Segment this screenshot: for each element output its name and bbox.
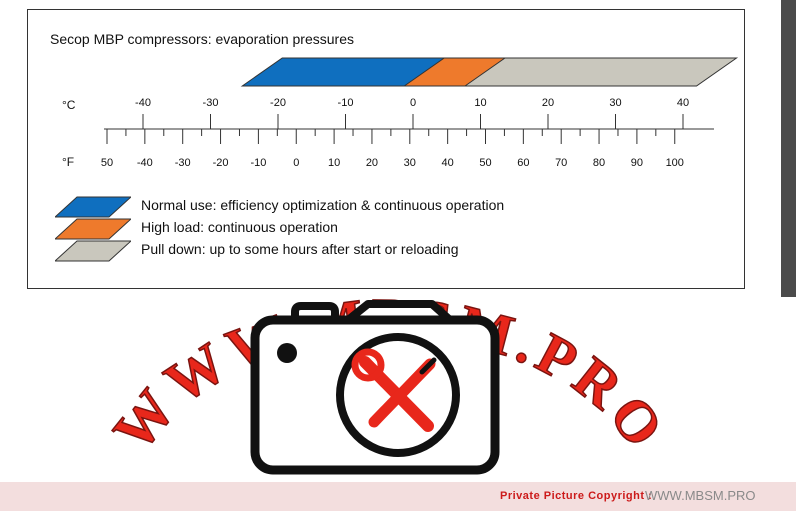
fahrenheit-tick-label: 30 xyxy=(404,157,416,169)
fahrenheit-tick-label: -10 xyxy=(250,157,266,169)
fahrenheit-tick-label: -30 xyxy=(175,157,191,169)
normal-use-swatch-icon xyxy=(55,196,131,218)
celsius-tick-label: 30 xyxy=(609,97,621,109)
temperature-scale: °C °F -40 -30 -20 -10 0 10 20 30 40 50 -40 -30 -20 -1… xyxy=(62,57,739,169)
fahrenheit-tick-label: -40 xyxy=(137,157,153,169)
celsius-unit: °C xyxy=(62,98,76,112)
fahrenheit-unit: °F xyxy=(62,155,74,169)
high-load-swatch-icon xyxy=(55,218,131,240)
fahrenheit-tick-label: 10 xyxy=(328,157,340,169)
pull-down-swatch-icon xyxy=(55,240,131,262)
copyright-label: Private Picture Copyright : xyxy=(500,490,653,502)
celsius-tick-label: 40 xyxy=(677,97,689,109)
copyright-site: WWW.MBSM.PRO xyxy=(645,488,756,503)
fahrenheit-tick-label: 70 xyxy=(555,157,567,169)
fahrenheit-tick-label: -20 xyxy=(213,157,229,169)
scrollbar[interactable] xyxy=(781,0,796,297)
fahrenheit-tick-label: 100 xyxy=(666,157,684,169)
celsius-tick-label: 10 xyxy=(474,97,486,109)
fahrenheit-tick-label: 90 xyxy=(631,157,643,169)
celsius-tick-label: -20 xyxy=(270,97,286,109)
celsius-tick-label: 20 xyxy=(542,97,554,109)
fahrenheit-tick-label: 80 xyxy=(593,157,605,169)
fahrenheit-tick-label: 0 xyxy=(293,157,299,169)
legend-label-normal: Normal use: efficiency optimization & co… xyxy=(141,197,505,213)
fahrenheit-tick-label: 20 xyxy=(366,157,378,169)
fahrenheit-tick-label: 50 xyxy=(101,157,113,169)
fahrenheit-tick-label: 40 xyxy=(442,157,454,169)
band-pulldown xyxy=(463,57,739,87)
legend-label-high: High load: continuous operation xyxy=(141,219,338,235)
celsius-tick-label: 0 xyxy=(410,97,416,109)
diagram-title: Secop MBP compressors: evaporation press… xyxy=(50,31,354,47)
celsius-tick-label: -30 xyxy=(203,97,219,109)
fahrenheit-tick-label: 50 xyxy=(479,157,491,169)
celsius-tick-label: -40 xyxy=(135,97,151,109)
camera-with-tools-icon xyxy=(250,300,500,475)
celsius-tick-label: -10 xyxy=(338,97,354,109)
watermark: WWW.MBSM.PRO xyxy=(110,285,670,475)
pressure-diagram: Secop MBP compressors: evaporation press… xyxy=(27,9,745,289)
fahrenheit-tick-label: 60 xyxy=(517,157,529,169)
footer-bar: Private Picture Copyright : WWW.MBSM.PRO xyxy=(0,482,796,511)
legend-label-pulldown: Pull down: up to some hours after start … xyxy=(141,241,459,257)
